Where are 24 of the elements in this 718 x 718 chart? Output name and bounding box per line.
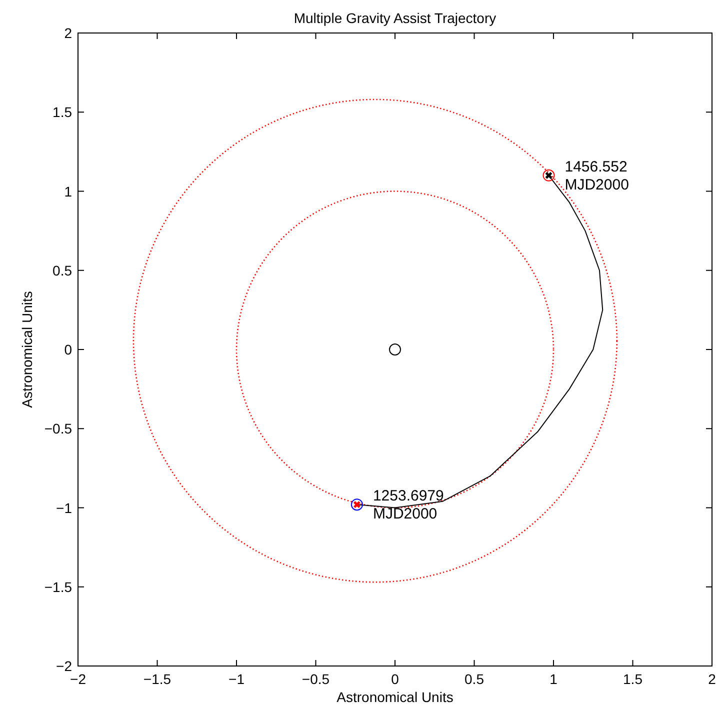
- y-axis-title: Astronomical Units: [19, 291, 35, 408]
- y-tick-label: −0.5: [44, 420, 72, 437]
- x-tick-label: 0.5: [464, 671, 484, 687]
- chart-title: Multiple Gravity Assist Trajectory: [294, 10, 496, 26]
- y-tick-label: −1.5: [44, 578, 72, 595]
- y-tick-label: 1: [64, 183, 72, 200]
- y-tick-label: 0: [64, 342, 72, 358]
- x-axis-title: Astronomical Units: [336, 689, 454, 705]
- x-tick-label: −0.5: [302, 671, 330, 687]
- y-tick-label: 0.5: [52, 262, 72, 278]
- x-tick-label: 0: [391, 671, 400, 687]
- x-tick-label: −1: [228, 671, 245, 687]
- x-tick-label: 2: [708, 671, 716, 687]
- point: [350, 498, 363, 511]
- y-tick-label: 1.5: [52, 104, 72, 120]
- point: [542, 169, 555, 182]
- y-tick-label: −1: [56, 500, 72, 516]
- x-tick-label: 1.5: [623, 671, 643, 687]
- annotation: 1253.6979 MJD2000: [372, 488, 444, 523]
- x-tick-label: −1.5: [143, 671, 172, 687]
- x-tick-label: 1: [550, 671, 558, 687]
- y-tick-label: −2: [56, 658, 72, 674]
- annotation: 1456.552 MJD2000: [564, 158, 629, 194]
- y-tick-label: 2: [64, 25, 72, 41]
